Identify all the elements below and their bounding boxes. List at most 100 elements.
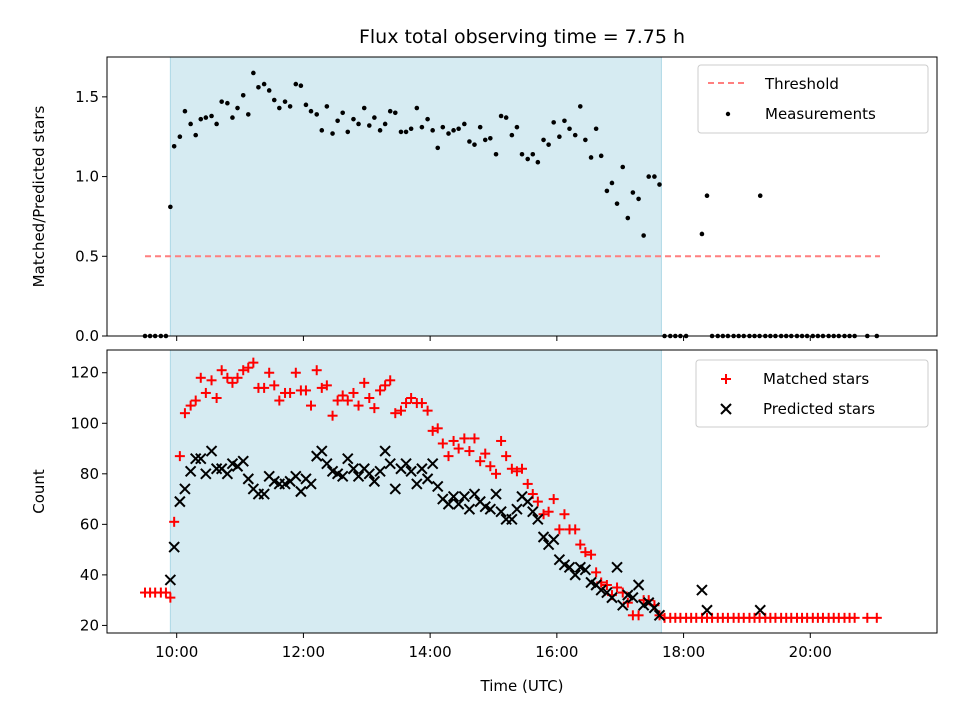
matched-star-point	[522, 478, 533, 489]
measurement-point	[225, 100, 230, 106]
predicted-star-point	[405, 465, 417, 477]
cross-b	[242, 473, 254, 485]
matched-star-point	[243, 362, 254, 373]
predicted-star-point	[258, 488, 270, 500]
predicted-star-point	[389, 483, 401, 495]
chart-title: Flux total observing time = 7.75 h	[359, 26, 685, 48]
measurement-point	[657, 182, 662, 187]
predicted-star-point	[421, 473, 434, 485]
x-tick-label: 10:00	[155, 643, 198, 661]
cross-b	[400, 457, 412, 470]
matched-star-point	[160, 587, 171, 598]
measurement-point	[261, 81, 267, 87]
matched-star-point	[475, 456, 486, 467]
cross-b	[590, 579, 602, 591]
cross-b	[458, 490, 471, 503]
predicted-star-point	[452, 498, 465, 510]
measurement-point	[551, 120, 556, 125]
predicted-star-point	[174, 495, 186, 508]
predicted-star-point	[411, 478, 423, 490]
cross-b	[511, 503, 523, 515]
cross-b	[632, 579, 645, 591]
predicted-star-point	[606, 591, 618, 604]
cross-b	[263, 470, 275, 483]
y-tick-label: 60	[80, 515, 99, 533]
matched-star-point	[586, 549, 597, 560]
matched-star-point	[337, 390, 348, 401]
matched-star-point	[538, 509, 549, 520]
predicted-star-point	[490, 488, 502, 500]
measurement-point	[398, 129, 404, 135]
measurement-point	[699, 231, 705, 237]
measurement-point	[314, 112, 320, 117]
predicted-star-point	[532, 513, 544, 526]
measurement-point	[446, 131, 451, 136]
measurement-point	[335, 118, 340, 124]
matched-star-point	[174, 451, 185, 462]
predicted-star-point	[321, 457, 333, 470]
predicted-star-point	[484, 503, 497, 515]
measurement-point	[387, 108, 393, 114]
cross-b	[347, 463, 360, 475]
matched-star-point	[380, 380, 391, 391]
measurement-point	[620, 164, 626, 170]
cross-b	[558, 559, 571, 571]
matched-star-point	[165, 592, 176, 603]
matched-star-point	[269, 380, 280, 391]
predicted-star-point	[648, 602, 661, 614]
measurement-point	[203, 115, 209, 120]
cross-b	[432, 480, 444, 493]
cross-b	[426, 457, 439, 470]
measurement-point	[419, 124, 425, 130]
cross-b	[527, 506, 539, 518]
count-panel-frame	[106, 349, 938, 634]
matched-star-point	[506, 463, 517, 474]
cross-b	[447, 490, 460, 503]
predicted-star-point	[168, 541, 180, 553]
cross-b	[405, 465, 417, 477]
predicted-star-point	[195, 452, 207, 465]
predicted-star-point	[754, 604, 766, 616]
matched-star-point	[554, 524, 565, 535]
measurement-point	[440, 124, 446, 130]
legend-measurements-swatch	[725, 111, 731, 117]
measurement-point	[308, 108, 314, 114]
matched-star-point	[559, 509, 570, 520]
measurement-point	[171, 143, 177, 149]
cross-b	[268, 475, 280, 488]
measurement-point	[572, 132, 578, 138]
measurement-point	[625, 215, 631, 221]
cross-b	[384, 457, 396, 470]
measurement-point	[451, 128, 456, 133]
predicted-star-point	[400, 457, 412, 470]
x-tick-label: 18:00	[662, 643, 705, 661]
matched-star-point	[453, 443, 464, 454]
cross-b	[601, 586, 613, 599]
matched-star-point	[849, 612, 860, 623]
ratio-y-axis-label: Matched/Predicted stars	[30, 106, 48, 288]
matched-star-point	[200, 387, 211, 398]
predicted-star-point	[696, 584, 708, 596]
ratio-panel-frame	[106, 56, 938, 337]
legend-predicted-label: Predicted stars	[763, 400, 875, 418]
measurement-point	[351, 116, 356, 122]
matched-star-point	[222, 372, 233, 383]
measurement-point	[198, 116, 204, 122]
cross-b	[547, 533, 560, 546]
measurement-point	[214, 121, 219, 127]
matched-star-point	[316, 382, 327, 393]
matched-star-point	[248, 357, 259, 368]
matched-star-point	[427, 425, 438, 436]
measurement-point	[652, 174, 657, 179]
cross-b	[463, 503, 476, 515]
count-panel: 20 40 60 80 100 120 10:00 12:00 14:00 16:00 18:00…	[30, 349, 938, 661]
ratio-y-ticks: 0.0 0.5 1.0 1.5	[75, 88, 107, 345]
measurement-point	[435, 145, 441, 151]
measurement-point	[177, 134, 183, 140]
y-tick-label: 1.5	[75, 88, 99, 106]
cross-b	[331, 468, 344, 480]
matched-star-point	[211, 393, 222, 404]
predicted-star-point	[458, 490, 471, 503]
measurement-point	[646, 174, 652, 179]
cross-b	[368, 475, 381, 488]
